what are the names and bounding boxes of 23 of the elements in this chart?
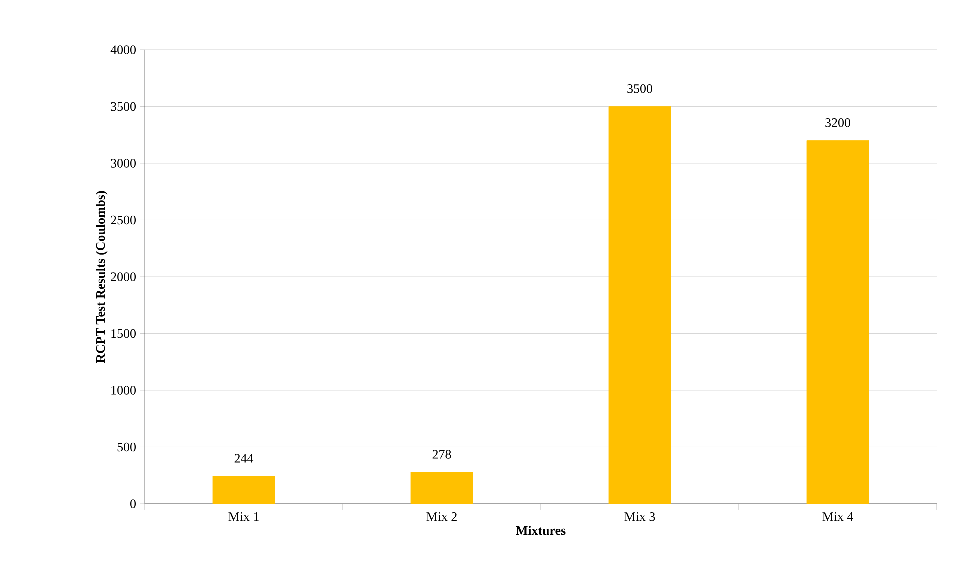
bar bbox=[410, 472, 474, 504]
data-label: 278 bbox=[432, 450, 452, 459]
x-tick-label: Mix 4 bbox=[822, 512, 854, 522]
x-tick-label: Mix 2 bbox=[426, 512, 457, 522]
y-tick-label: 1000 bbox=[112, 386, 136, 395]
y-tick-label: 3000 bbox=[111, 159, 136, 168]
y-axis-title: RCPT Test Results (Coulombs) bbox=[96, 191, 108, 364]
y-tick-label: 2000 bbox=[111, 272, 136, 282]
x-tick-label: Mix 1 bbox=[228, 512, 259, 522]
bar bbox=[608, 106, 672, 504]
bar bbox=[212, 476, 276, 504]
data-label: 3200 bbox=[826, 118, 850, 128]
y-tick-label: 1500 bbox=[112, 329, 136, 338]
bar bbox=[806, 140, 870, 504]
y-tick-label: 4000 bbox=[110, 46, 136, 54]
y-tick-label: 2500 bbox=[111, 216, 136, 225]
data-label: 3500 bbox=[628, 84, 652, 94]
y-tick-label: 3500 bbox=[111, 102, 136, 112]
y-tick-label: 0 bbox=[130, 500, 136, 508]
x-tick-label: Mix 3 bbox=[624, 512, 656, 522]
data-label: 244 bbox=[234, 454, 254, 463]
x-axis-title: Mixtures bbox=[516, 526, 566, 536]
y-tick-label: 500 bbox=[118, 442, 136, 452]
